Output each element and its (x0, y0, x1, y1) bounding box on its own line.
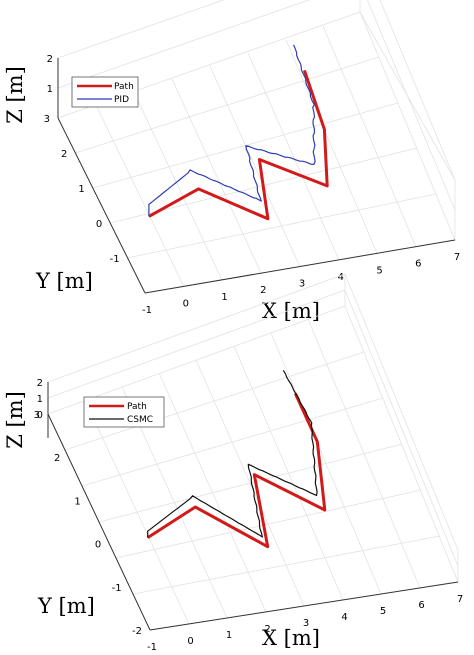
legend: Path CSMC (83, 396, 165, 428)
x-tick-label: 4 (341, 612, 347, 623)
x-tick-label: 0 (183, 298, 189, 309)
x-tick-label: 0 (187, 636, 193, 647)
z-axis-label: Z [m] (3, 66, 27, 124)
legend-label-path: Path (114, 82, 134, 92)
series-line-csmc (147, 369, 318, 538)
x-tick-label: 1 (221, 292, 227, 303)
y-tick-label: -1 (112, 583, 122, 594)
y-tick-label: 1 (78, 184, 84, 195)
z-tick-label: 1 (47, 84, 53, 95)
y-tick-label: -2 (132, 626, 142, 637)
x-tick-label: 6 (418, 600, 424, 611)
series-line-path (146, 392, 327, 549)
legend: Path PID (71, 76, 139, 108)
axis-edges (57, 58, 456, 294)
y-axis-label: Y [m] (35, 269, 93, 293)
y-tick-label: 0 (95, 540, 101, 551)
series-line-path (148, 69, 329, 221)
x-tick-label: 2 (260, 285, 266, 296)
y-tick-label: 2 (54, 453, 60, 464)
y-tick-label: 3 (44, 114, 50, 125)
x-tick-label: 5 (376, 265, 382, 276)
tick-layer: -1 0 1 2 3 4 5 6 7 -1 0 1 2 3 1 2 (44, 54, 461, 316)
y-tick-label: 2 (61, 149, 67, 160)
series-layer (148, 44, 329, 221)
axis-edges (47, 382, 459, 631)
x-tick-label: 3 (303, 618, 309, 629)
legend-label-csmc: CSMC (127, 415, 153, 425)
x-tick-label: 6 (415, 259, 421, 270)
y-tick-label: -1 (110, 254, 120, 265)
series-line-pid (148, 44, 316, 217)
legend-label-pid: PID (114, 95, 129, 105)
series-layer (146, 369, 327, 549)
x-tick-label: -1 (147, 642, 157, 653)
x-tick-label: 5 (380, 606, 386, 617)
x-tick-label: 2 (264, 624, 270, 635)
legend-label-path: Path (127, 402, 147, 412)
x-tick-label: 7 (454, 252, 460, 263)
z-tick-label: 0 (37, 410, 43, 421)
x-tick-label: -1 (142, 305, 152, 316)
x-tick-label: 3 (299, 279, 305, 290)
x-tick-label: 4 (338, 272, 344, 283)
x-axis-label: X [m] (262, 626, 320, 650)
z-tick-label: 1 (37, 394, 43, 405)
legend-box (83, 396, 165, 428)
y-tick-label: 0 (96, 219, 102, 230)
grid-lines (47, 273, 459, 631)
y-tick-label: 3 (34, 410, 40, 421)
x-tick-label: 7 (457, 594, 463, 605)
legend-box (71, 76, 139, 108)
z-tick-label: 2 (47, 54, 53, 65)
z-axis-label: Z [m] (3, 391, 27, 449)
x-tick-label: 1 (226, 630, 232, 641)
y-axis-label: Y [m] (37, 594, 95, 618)
z-tick-label: 2 (37, 378, 43, 389)
y-tick-label: 1 (74, 496, 80, 507)
axes-box (58, 12, 455, 293)
